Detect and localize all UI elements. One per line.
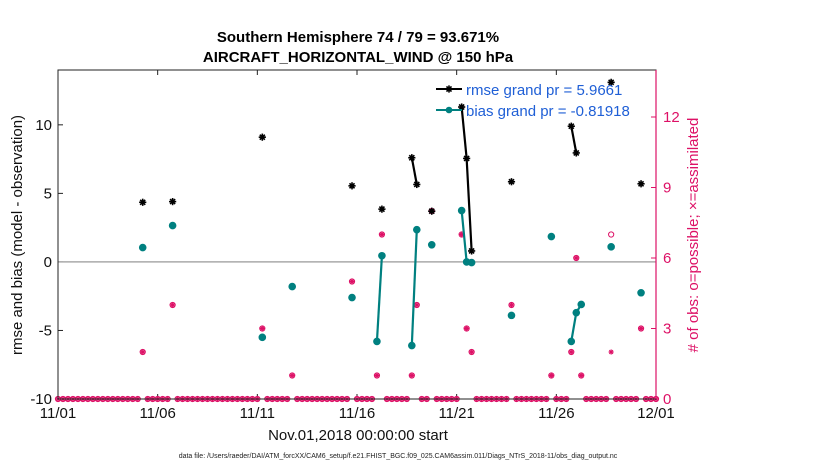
rmse-point-center	[509, 179, 514, 184]
rmse-point-center	[459, 105, 464, 110]
bias-point	[637, 288, 645, 297]
rmse-point-center	[414, 182, 419, 187]
rmse-point-center	[379, 207, 384, 212]
rmse-point-center	[574, 150, 579, 155]
bias-line	[375, 255, 384, 342]
y2-tick-label: 6	[663, 250, 671, 267]
x-tick-label: 11/21	[438, 405, 474, 422]
obs-assimilated-marker	[289, 372, 295, 379]
obs-assimilated-marker	[548, 372, 554, 379]
rmse-point-center	[464, 156, 469, 161]
obs-assimilated-marker	[638, 325, 644, 332]
obs-assimilated-marker	[374, 372, 380, 379]
rmse-point-center	[260, 135, 265, 140]
rmse-point-center	[350, 183, 355, 188]
obs-assimilated-marker	[414, 302, 420, 308]
y-tick-label: -5	[39, 322, 52, 339]
bias-point	[138, 243, 147, 252]
obs-assimilated-marker	[568, 349, 574, 355]
obs-assimilated-marker	[464, 325, 470, 332]
bias-point	[547, 232, 556, 241]
legend-rmse-marker	[445, 85, 453, 93]
obs-assimilated-marker	[573, 255, 579, 261]
obs-assimilated-marker	[170, 302, 176, 308]
y-tick-label: 5	[44, 185, 52, 202]
y-axis-label: rmse and bias (model - observation)	[9, 115, 26, 355]
obs-possible-marker	[608, 231, 615, 238]
y2-tick-label: 0	[663, 391, 671, 408]
rmse-point-center	[409, 155, 414, 160]
bias-point	[348, 293, 356, 302]
legend-bias-label: bias grand pr = -0.81918	[466, 103, 630, 120]
x-tick-label: 11/01	[40, 405, 76, 422]
chart-title: Southern Hemisphere 74 / 79 = 93.671%	[217, 29, 499, 46]
y2-tick-label: 3	[663, 321, 671, 338]
bias-point	[457, 206, 466, 215]
rmse-point-center	[639, 181, 644, 186]
obs-assimilated-marker	[578, 372, 584, 379]
rmse-point-center	[569, 124, 574, 129]
y2-tick-label: 9	[663, 180, 671, 197]
plot-area	[58, 70, 656, 399]
y2-tick-label: 12	[663, 109, 680, 126]
bias-point	[467, 258, 476, 267]
bias-line	[410, 229, 418, 346]
rmse-point-center	[429, 209, 434, 214]
obs-assimilated-marker	[259, 325, 265, 332]
obs-assimilated-marker	[349, 278, 355, 285]
obs-assimilated-marker	[409, 372, 415, 379]
obs-assimilated-marker	[508, 302, 515, 308]
legend: rmse grand pr = 5.9661 bias grand pr = -…	[436, 82, 630, 120]
obs-assimilated-marker	[469, 349, 475, 355]
x-tick-label: 11/16	[339, 405, 375, 422]
bias-point	[378, 251, 386, 260]
obs-assimilated-marker	[140, 349, 146, 355]
bias-point	[288, 282, 297, 291]
rmse-line	[410, 157, 418, 185]
x-tick-label: 11/06	[139, 405, 175, 422]
bias-point	[408, 341, 416, 350]
bias-point	[577, 300, 586, 309]
x-tick-label: 12/01	[637, 405, 675, 422]
bias-point	[258, 333, 267, 342]
y2-axis-label: # of obs: o=possible; ×=assimilated	[685, 118, 702, 353]
x-tick-label: 11/11	[240, 405, 275, 422]
bias-point	[427, 240, 436, 249]
bias-point	[413, 225, 421, 234]
bias-point	[567, 337, 576, 346]
chart-subtitle: AIRCRAFT_HORIZONTAL_WIND @ 150 hPa	[203, 49, 514, 66]
rmse-point-center	[609, 80, 614, 85]
bias-point	[607, 243, 615, 251]
x-axis-label: Nov.01,2018 00:00:00 start	[268, 427, 449, 444]
x-tick-label: 11/26	[538, 405, 574, 422]
axis-ticks: 11/01 11/06 11/11 11/16 11/21 11/26 12/01 -10 -5…	[30, 70, 680, 422]
bias-point	[507, 311, 516, 320]
bias-point	[373, 337, 381, 346]
legend-rmse-label: rmse grand pr = 5.9661	[466, 82, 622, 99]
obs-assimilated-marker	[608, 349, 614, 355]
y-tick-label: -10	[30, 391, 52, 408]
rmse-point-center	[140, 200, 145, 205]
bias-point	[168, 221, 177, 230]
y-tick-label: 0	[44, 254, 52, 271]
obs-assimilated-marker	[379, 231, 385, 238]
legend-bias-marker	[445, 106, 453, 114]
rmse-line	[570, 126, 578, 154]
series-layer	[138, 78, 645, 350]
bias-point	[572, 308, 581, 317]
rmse-point-center	[469, 248, 474, 253]
y-tick-label: 10	[35, 117, 52, 134]
rmse-point-center	[170, 199, 175, 204]
footnote: data file: /Users/raeder/DAI/ATM_forcXX/…	[179, 453, 618, 460]
